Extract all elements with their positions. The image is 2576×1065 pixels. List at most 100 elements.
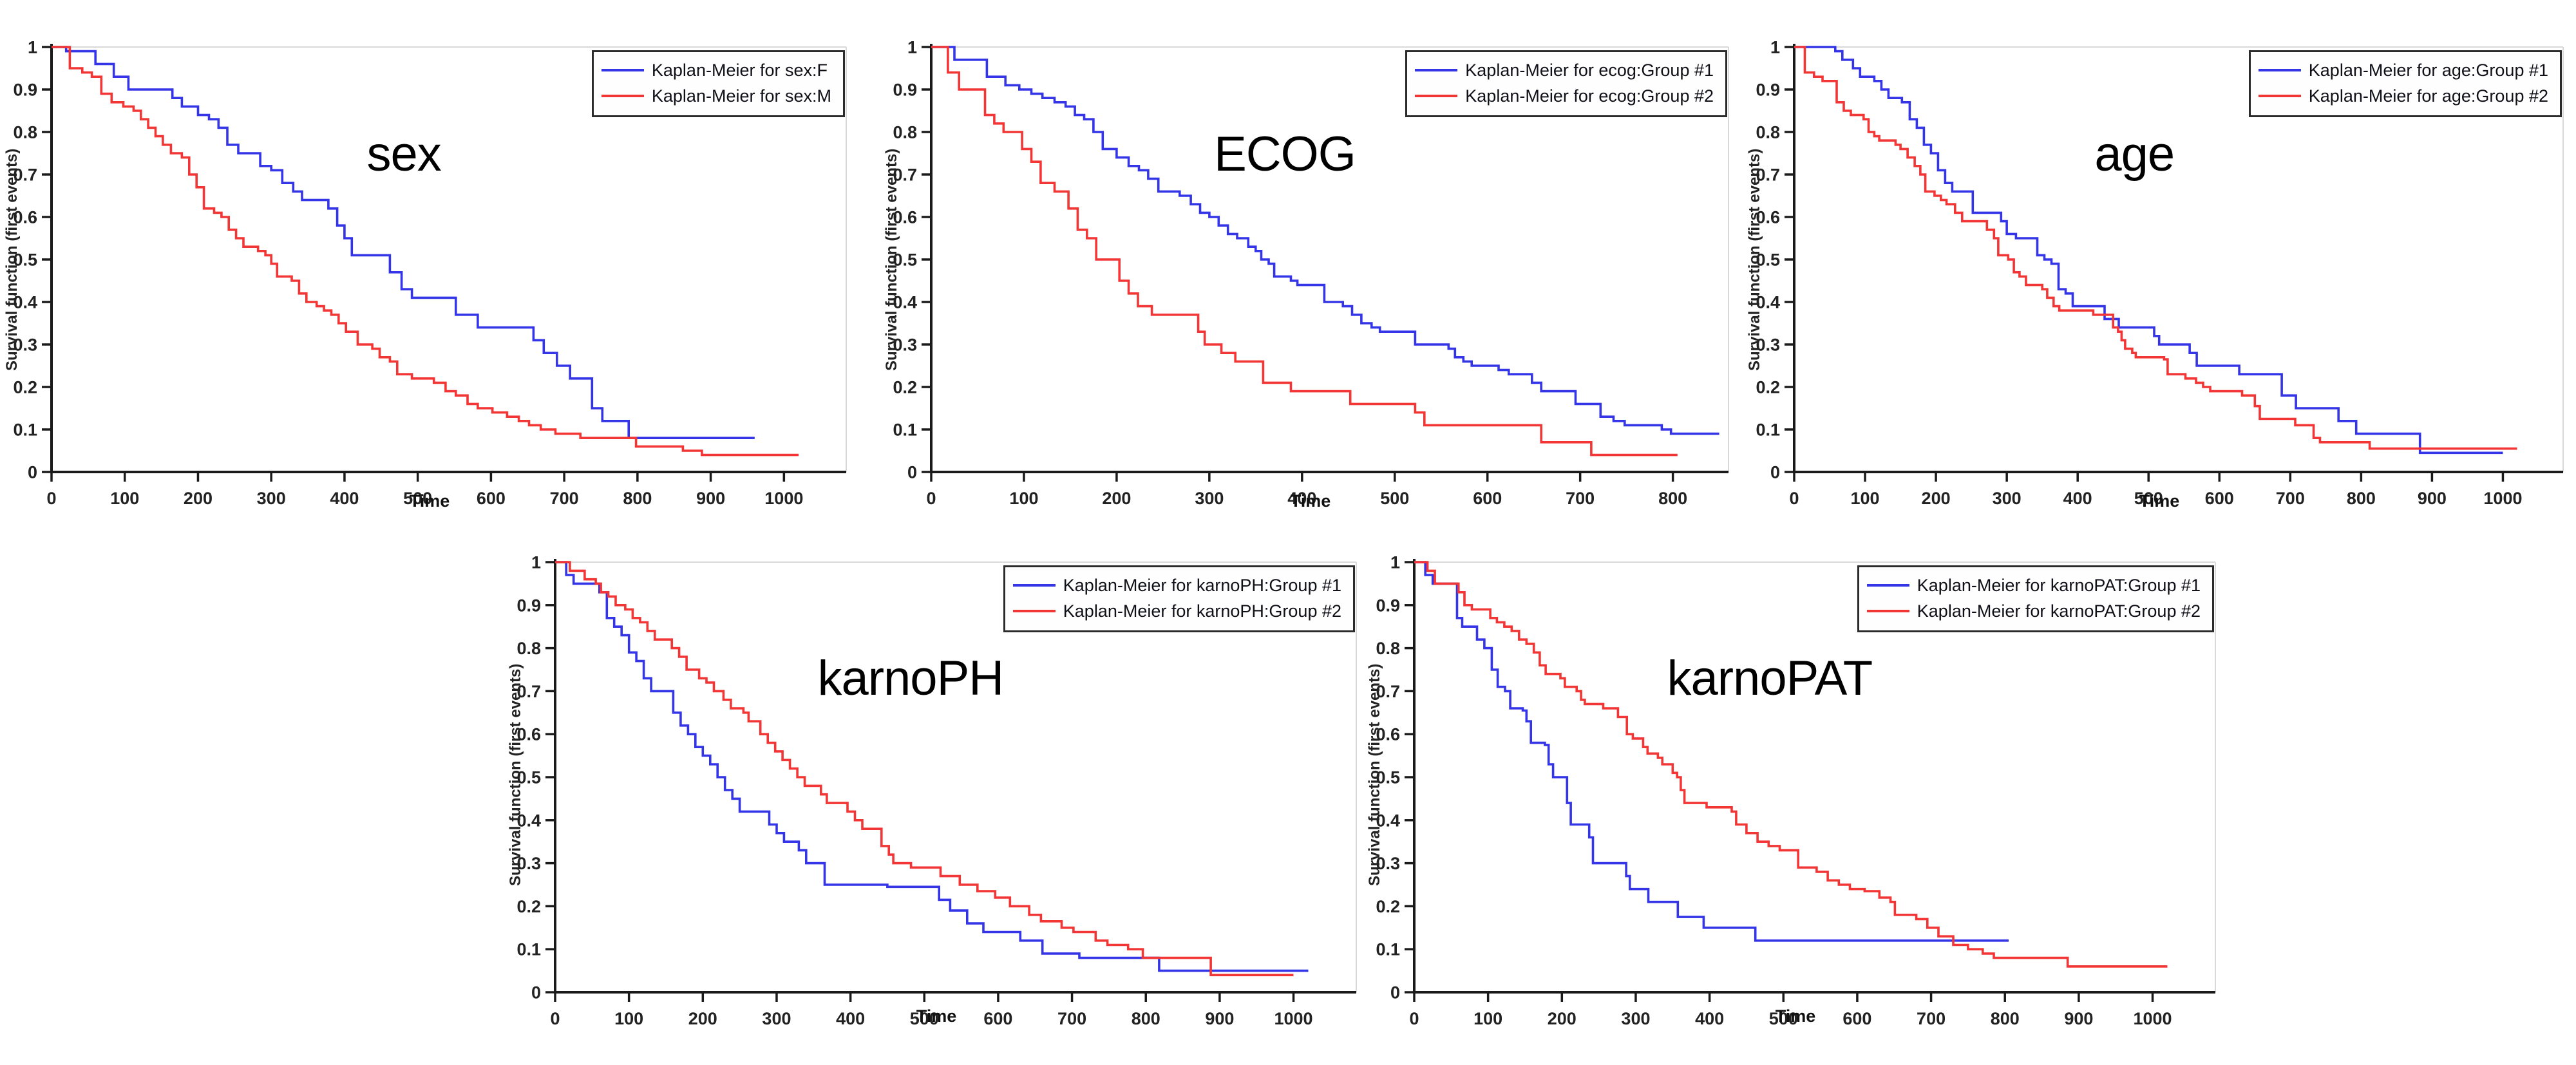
svg-text:500: 500	[1769, 1009, 1798, 1028]
svg-text:1: 1	[907, 37, 917, 57]
legend-item: Kaplan-Meier for karnoPH:Group #1	[1012, 572, 1341, 598]
legend-item: Kaplan-Meier for karnoPAT:Group #1	[1866, 572, 2201, 598]
svg-text:1: 1	[531, 552, 541, 572]
km-plot-karnoPAT: 0 0.1 0.2 0.3 0.4 0.5 0.6 0.7 0.8 0.9 1 0 100 200 300 4…	[1364, 527, 2227, 1042]
legend-item: Kaplan-Meier for age:Group #2	[2258, 83, 2548, 109]
plot-title: age	[2094, 127, 2175, 182]
svg-text:500: 500	[2134, 489, 2163, 508]
svg-text:0.1: 0.1	[893, 420, 917, 439]
svg-text:0.8: 0.8	[893, 122, 917, 142]
svg-text:0: 0	[1390, 983, 1400, 1002]
svg-text:0: 0	[926, 489, 936, 508]
svg-text:0.8: 0.8	[13, 122, 37, 142]
svg-text:900: 900	[1205, 1009, 1234, 1028]
svg-text:0.4: 0.4	[13, 292, 37, 312]
svg-text:0.8: 0.8	[1756, 122, 1780, 142]
legend: Kaplan-Meier for karnoPH:Group #1 Kaplan…	[1003, 565, 1355, 632]
y-axis-label: Survival function (first events)	[883, 148, 900, 371]
y-axis-label: Survival function (first events)	[3, 148, 21, 371]
svg-text:0: 0	[531, 983, 541, 1002]
svg-text:800: 800	[1658, 489, 1687, 508]
svg-text:500: 500	[403, 489, 432, 508]
legend-label: Kaplan-Meier for age:Group #2	[2308, 86, 2548, 106]
legend-item: Kaplan-Meier for sex:F	[601, 57, 831, 83]
svg-text:300: 300	[1993, 489, 2022, 508]
svg-text:100: 100	[1473, 1009, 1502, 1028]
legend-label: Kaplan-Meier for karnoPH:Group #1	[1063, 575, 1341, 595]
legend-label: Kaplan-Meier for karnoPAT:Group #1	[1917, 575, 2201, 595]
svg-text:0: 0	[46, 489, 56, 508]
svg-text:600: 600	[1842, 1009, 1871, 1028]
svg-text:1000: 1000	[1274, 1009, 1313, 1028]
svg-text:0.2: 0.2	[1756, 377, 1780, 397]
svg-text:0.6: 0.6	[1376, 725, 1400, 744]
legend-item: Kaplan-Meier for ecog:Group #2	[1415, 83, 1714, 109]
legend-label: Kaplan-Meier for sex:F	[651, 60, 828, 80]
svg-text:500: 500	[910, 1009, 939, 1028]
km-plot-ecog-canvas: 0 0.1 0.2 0.3 0.4 0.5 0.6 0.7 0.8 0.9 1 0 100 200 300 4…	[893, 37, 1729, 508]
svg-text:0.6: 0.6	[893, 207, 917, 227]
svg-text:200: 200	[1548, 1009, 1577, 1028]
svg-text:0: 0	[28, 462, 37, 482]
legend-line-icon	[1415, 69, 1458, 71]
svg-text:0.7: 0.7	[1756, 165, 1780, 184]
svg-text:0.3: 0.3	[1756, 335, 1780, 354]
svg-text:0.5: 0.5	[13, 250, 37, 269]
svg-text:0.4: 0.4	[893, 292, 917, 312]
svg-text:0.4: 0.4	[1376, 811, 1400, 830]
legend: Kaplan-Meier for karnoPAT:Group #1 Kapla…	[1857, 565, 2214, 632]
y-axis-label: Survival function (first events)	[507, 663, 524, 886]
svg-text:200: 200	[688, 1009, 717, 1028]
svg-text:1000: 1000	[2134, 1009, 2172, 1028]
svg-text:0.3: 0.3	[516, 854, 541, 873]
legend-line-icon	[2258, 69, 2301, 71]
svg-text:800: 800	[2347, 489, 2376, 508]
svg-text:200: 200	[184, 489, 213, 508]
legend-line-icon	[1415, 95, 1458, 97]
x-axis-label: Time	[409, 491, 450, 511]
svg-text:100: 100	[110, 489, 139, 508]
svg-text:400: 400	[1695, 1009, 1724, 1028]
plot-title: karnoPAT	[1667, 651, 1873, 706]
svg-text:600: 600	[1473, 489, 1502, 508]
km-plot-karnoPH: 0 0.1 0.2 0.3 0.4 0.5 0.6 0.7 0.8 0.9 1 0 100 200 300 4…	[505, 527, 1368, 1042]
svg-text:900: 900	[2418, 489, 2447, 508]
svg-text:1: 1	[28, 37, 37, 57]
legend-item: Kaplan-Meier for ecog:Group #1	[1415, 57, 1714, 83]
svg-text:400: 400	[1287, 489, 1316, 508]
km-plot-sex-canvas: 0 0.1 0.2 0.3 0.4 0.5 0.6 0.7 0.8 0.9 1 0 100 200 300 4…	[13, 37, 847, 508]
legend-label: Kaplan-Meier for sex:M	[651, 86, 831, 106]
svg-text:0.9: 0.9	[1756, 80, 1780, 99]
svg-text:600: 600	[2205, 489, 2234, 508]
svg-text:1: 1	[1390, 552, 1400, 572]
legend-item: Kaplan-Meier for age:Group #1	[2258, 57, 2548, 83]
svg-text:0.9: 0.9	[893, 80, 917, 99]
svg-text:900: 900	[2064, 1009, 2093, 1028]
svg-text:1: 1	[1770, 37, 1780, 57]
legend-label: Kaplan-Meier for ecog:Group #1	[1465, 60, 1714, 80]
svg-text:700: 700	[1057, 1009, 1086, 1028]
svg-text:0.3: 0.3	[1376, 854, 1400, 873]
legend-line-icon	[1012, 584, 1056, 587]
svg-text:300: 300	[257, 489, 286, 508]
svg-text:0: 0	[907, 462, 917, 482]
legend: Kaplan-Meier for ecog:Group #1 Kaplan-Me…	[1405, 50, 1727, 117]
svg-text:700: 700	[550, 489, 579, 508]
legend: Kaplan-Meier for age:Group #1 Kaplan-Mei…	[2248, 50, 2562, 117]
km-plot-karnoPAT-canvas: 0 0.1 0.2 0.3 0.4 0.5 0.6 0.7 0.8 0.9 1 0 100 200 300 4…	[1376, 552, 2216, 1028]
svg-text:0.9: 0.9	[1376, 596, 1400, 615]
svg-text:0: 0	[1409, 1009, 1419, 1028]
svg-text:0: 0	[1789, 489, 1799, 508]
svg-text:0: 0	[550, 1009, 560, 1028]
svg-text:100: 100	[614, 1009, 643, 1028]
svg-text:400: 400	[330, 489, 359, 508]
svg-text:0.8: 0.8	[516, 639, 541, 658]
km-plot-ecog: 0 0.1 0.2 0.3 0.4 0.5 0.6 0.7 0.8 0.9 1 0 100 200 300 4…	[881, 12, 1740, 522]
svg-text:0.1: 0.1	[516, 940, 541, 959]
svg-text:200: 200	[1922, 489, 1951, 508]
legend-line-icon	[2258, 95, 2301, 97]
legend-line-icon	[601, 95, 644, 97]
y-axis-label: Survival function (first events)	[1746, 148, 1763, 371]
legend-line-icon	[1866, 584, 1909, 587]
legend-label: Kaplan-Meier for karnoPAT:Group #2	[1917, 601, 2201, 621]
